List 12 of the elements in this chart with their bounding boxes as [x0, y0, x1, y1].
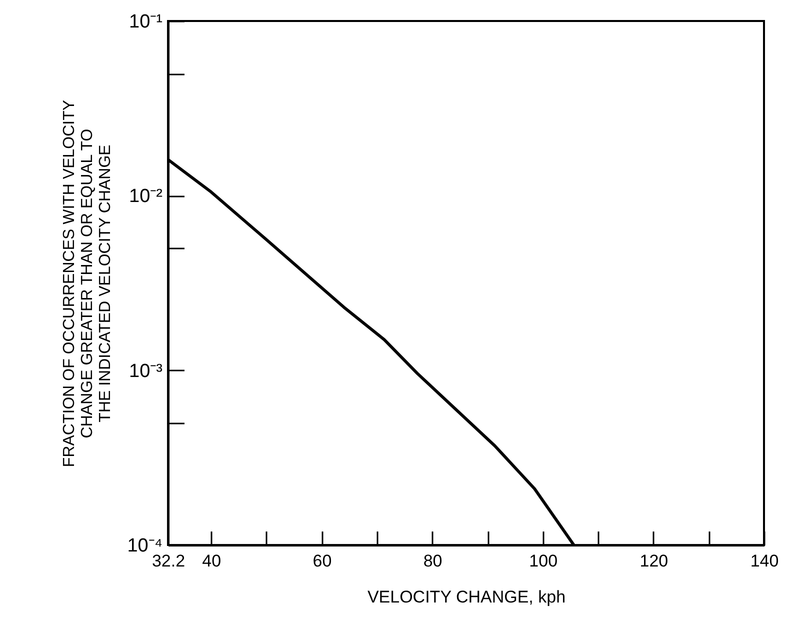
x-tick-label: 80 [423, 552, 442, 570]
x-tick-label: 140 [750, 552, 779, 570]
y-tick-label: 10⁻¹ [129, 12, 162, 32]
x-tick-label: 100 [529, 552, 558, 570]
y-axis-title: FRACTION OF OCCURRENCES WITH VELOCITY CHANGE GREATER THAN OR EQUAL TO THE INDICATED VELOCITY CHANGE [61, 100, 114, 468]
x-axis-title: VELOCITY CHANGE, kph [367, 588, 566, 606]
x-tick-label: 120 [640, 552, 668, 570]
y-tick-label: 10⁻³ [129, 360, 162, 382]
x-tick-label: 40 [202, 552, 222, 570]
y-tick-label: 10⁻² [129, 186, 162, 208]
x-tick-label: 60 [312, 552, 332, 570]
x-tick-label: 32.2 [152, 552, 186, 570]
